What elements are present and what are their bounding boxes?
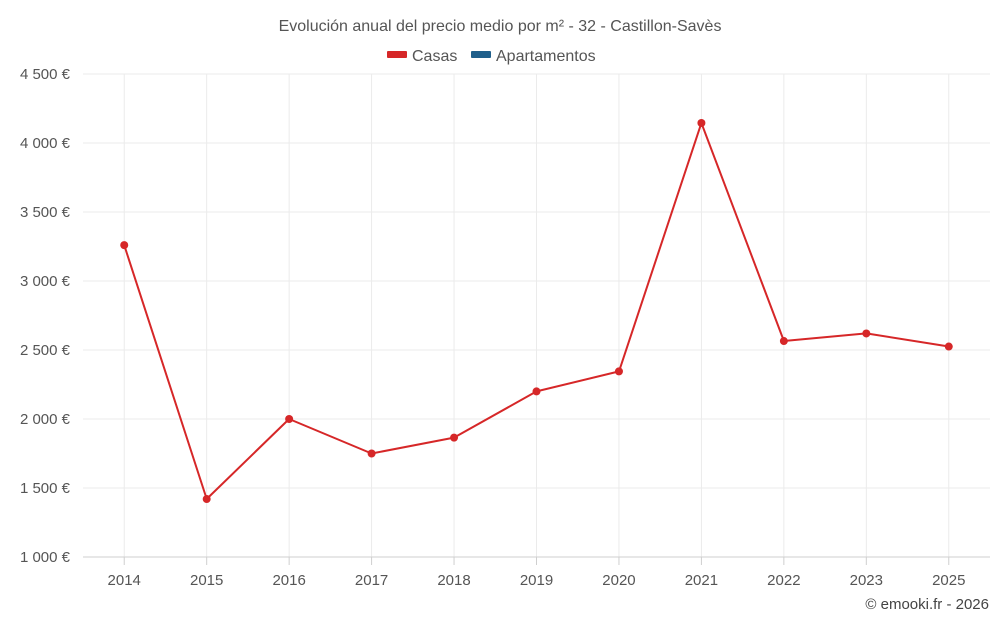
x-tick-label: 2025 — [932, 572, 965, 589]
data-point-casas-2023[interactable] — [862, 329, 871, 338]
x-tick-label: 2017 — [355, 572, 388, 589]
x-tick-label: 2021 — [685, 572, 718, 589]
x-tick-label: 2020 — [602, 572, 635, 589]
data-point-casas-2022[interactable] — [779, 337, 788, 346]
x-tick-label: 2015 — [190, 572, 223, 589]
legend-item-casas[interactable]: Casas — [387, 48, 457, 65]
data-point-casas-2017[interactable] — [367, 449, 376, 458]
y-tick-label: 1 000 € — [20, 549, 71, 566]
data-point-casas-2020[interactable] — [614, 367, 623, 376]
data-point-casas-2021[interactable] — [697, 118, 706, 127]
legend: Casas Apartamentos — [387, 48, 596, 65]
legend-swatch-casas — [387, 51, 407, 58]
x-tick-label: 2019 — [520, 572, 553, 589]
data-point-casas-2025[interactable] — [944, 342, 953, 351]
x-tick-label: 2018 — [437, 572, 470, 589]
x-tick-label: 2023 — [850, 572, 883, 589]
y-tick-label: 2 000 € — [20, 411, 71, 428]
y-tick-label: 3 000 € — [20, 273, 71, 290]
data-point-casas-2018[interactable] — [450, 433, 459, 442]
x-tick-label: 2016 — [272, 572, 305, 589]
y-tick-label: 1 500 € — [20, 480, 71, 497]
legend-label-casas: Casas — [412, 48, 457, 65]
data-point-casas-2016[interactable] — [285, 415, 294, 423]
y-tick-label: 2 500 € — [20, 342, 71, 359]
data-point-casas-2015[interactable] — [202, 495, 211, 504]
data-point-casas-2019[interactable] — [532, 387, 541, 396]
legend-item-apartamentos[interactable]: Apartamentos — [471, 48, 596, 65]
legend-swatch-apartamentos — [471, 51, 491, 58]
grid — [83, 73, 990, 558]
y-axis-ticks: 1 000 € 1 500 € 2 000 € 2 500 € 3 000 € 3 500… — [20, 66, 71, 566]
credit-text: © emooki.fr - 2026 — [865, 596, 989, 613]
chart-title: Evolución anual del precio medio por m² … — [279, 18, 722, 35]
x-axis-ticks: 2014 2015 2016 2017 2018 2019 2020 2021 2022 2023… — [108, 557, 965, 589]
data-point-casas-2014[interactable] — [120, 241, 129, 250]
y-tick-label: 4 500 € — [20, 66, 71, 83]
y-tick-label: 4 000 € — [20, 135, 71, 152]
legend-label-apartamentos: Apartamentos — [496, 48, 596, 65]
x-tick-label: 2014 — [108, 572, 141, 589]
y-tick-label: 3 500 € — [20, 204, 71, 221]
x-tick-label: 2022 — [767, 572, 800, 589]
series-layer — [120, 118, 953, 504]
